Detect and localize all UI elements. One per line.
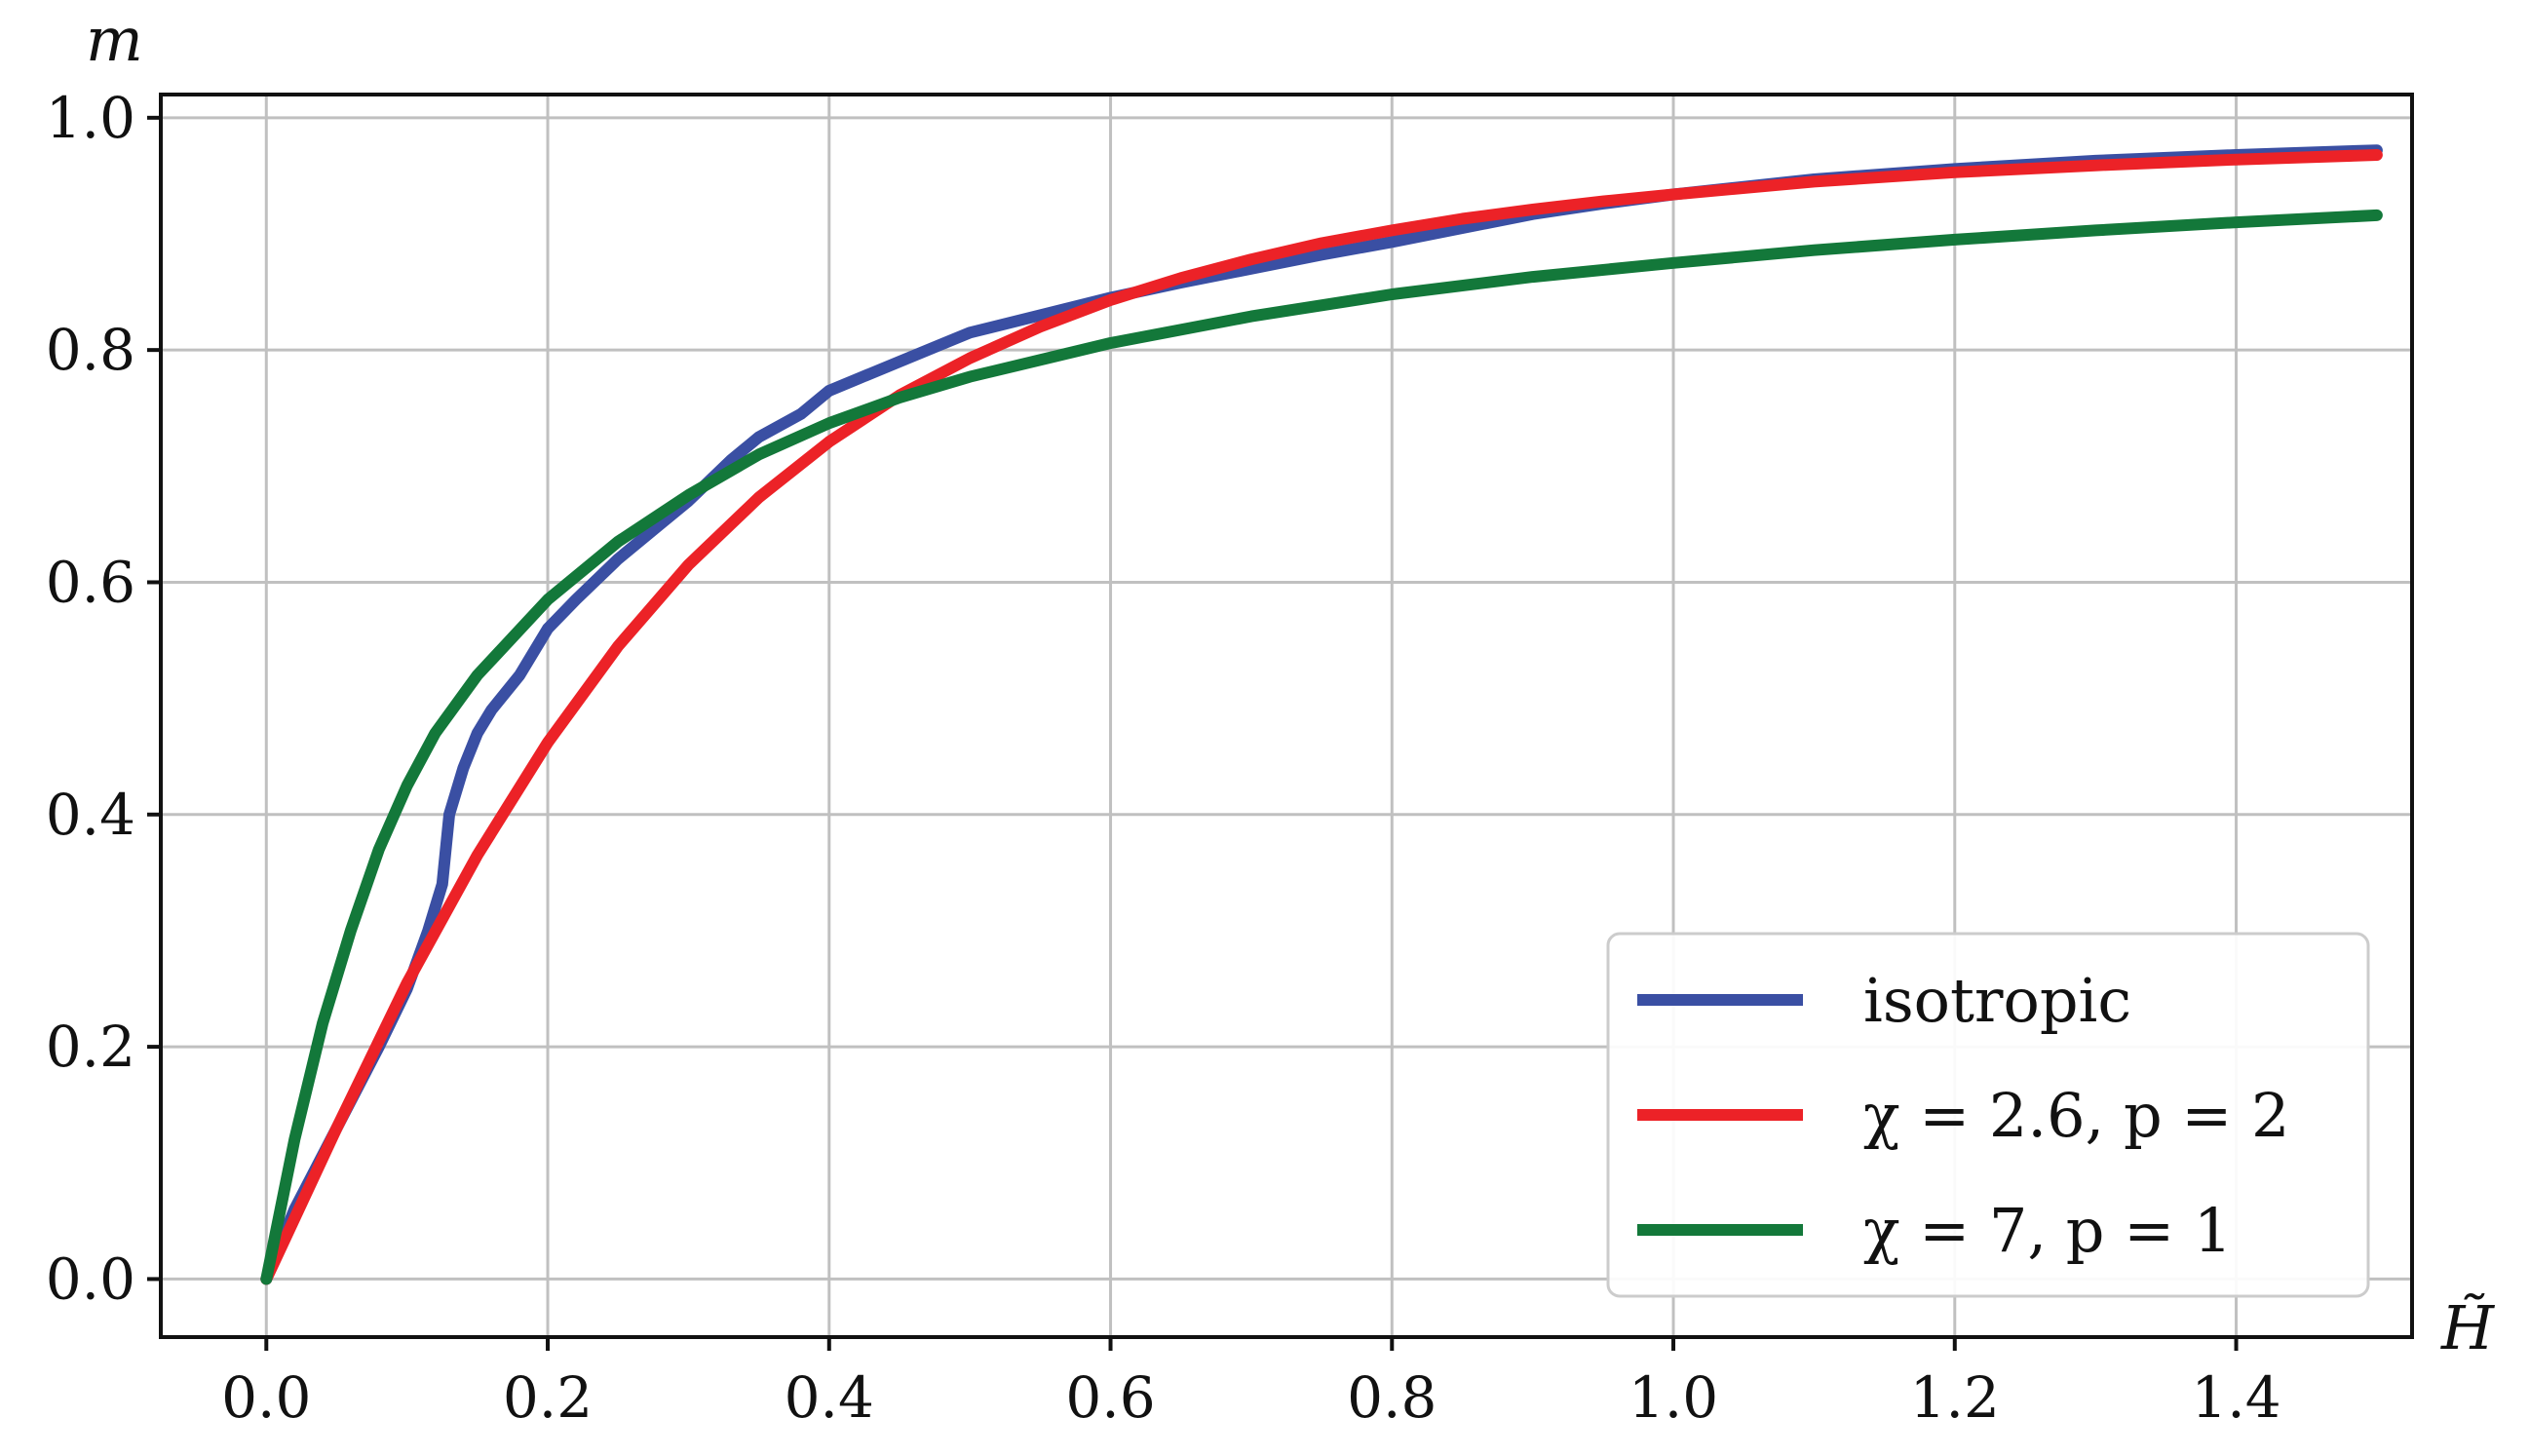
series-layer (260, 144, 2383, 1285)
x-tick-label: 1.4 (2191, 1364, 2280, 1431)
y-tick-label: 0.6 (46, 549, 135, 615)
legend-label: isotropic (1863, 965, 2131, 1036)
legend-label: χ = 7, p = 1 (1863, 1195, 2232, 1266)
legend-label: χ = 2.6, p = 2 (1863, 1080, 2289, 1151)
plot-frame (159, 93, 2414, 1339)
x-tick-label: 0.0 (221, 1364, 311, 1431)
series-line (260, 149, 2383, 1285)
x-tick-label: 0.2 (503, 1364, 593, 1431)
x-tick-label: 0.6 (1065, 1364, 1155, 1431)
x-tick-label: 0.8 (1347, 1364, 1437, 1431)
x-axis-ticks: 0.0 0.2 0.4 0.6 0.8 1.0 1.2 1.4 (221, 1337, 2281, 1431)
series-line (260, 209, 2383, 1285)
y-tick-label: 0.4 (46, 782, 135, 848)
y-axis-label: m (86, 4, 143, 75)
x-tick-label: 1.0 (1629, 1364, 1718, 1431)
y-tick-label: 0.0 (46, 1245, 135, 1312)
y-tick-label: 0.2 (46, 1014, 135, 1080)
legend-box (1606, 932, 2370, 1298)
x-axis-label: H̃ (2440, 1292, 2496, 1363)
legend: isotropic χ = 2.6, p = 2 χ = 7, p = 1 (1606, 932, 2370, 1298)
x-tick-label: 1.2 (1910, 1364, 2000, 1431)
y-tick-label: 1.0 (46, 85, 135, 151)
y-axis-ticks: 0.0 0.2 0.4 0.6 0.8 1.0 (46, 85, 161, 1312)
y-tick-label: 0.8 (46, 317, 135, 383)
x-tick-label: 0.4 (785, 1364, 874, 1431)
